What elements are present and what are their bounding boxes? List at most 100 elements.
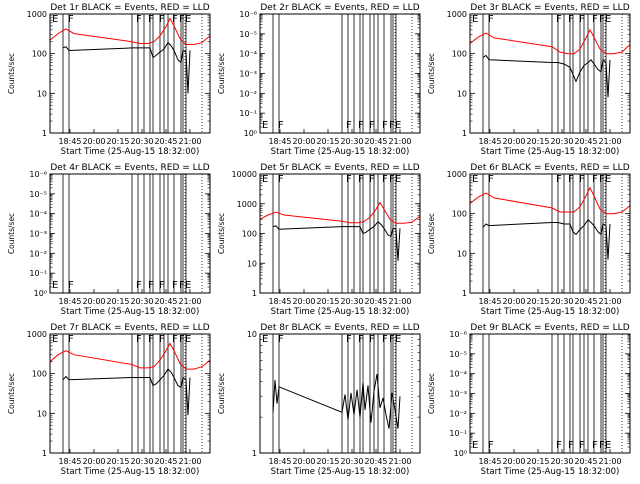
flag-letter: E (605, 440, 611, 451)
x-tick-label: 20:45 (574, 297, 597, 306)
x-tick-label: 20:30 (550, 457, 573, 466)
y-tick-label: 10⁻¹ (239, 109, 257, 118)
series-line-events-black (482, 54, 611, 98)
y-tick-label: 1 (462, 129, 467, 138)
flag-letter: F (278, 120, 284, 131)
flag-letter: E (185, 334, 191, 345)
x-tick-label: 20:30 (130, 297, 153, 306)
flag-letter: F (278, 334, 284, 345)
flag-letter: F (568, 14, 574, 25)
y-tick-label: 10⁻³ (239, 70, 257, 79)
flag-letter: F (346, 120, 352, 131)
x-tick-label: 20:15 (106, 137, 129, 146)
x-tick-label: 20:15 (106, 297, 129, 306)
y-tick-label: 10⁻⁶ (29, 170, 47, 179)
x-tick-label: 18:45 (478, 297, 501, 306)
y-axis-label: Counts/sec (7, 213, 16, 254)
series-line-lld-red (49, 17, 211, 45)
x-tick-label: 20:30 (340, 297, 363, 306)
plot-frame (259, 333, 421, 454)
x-tick-label: 21:00 (388, 457, 411, 466)
x-tick-label: 20:45 (364, 297, 387, 306)
flag-letter: F (599, 14, 605, 25)
y-tick-label: 1 (252, 289, 257, 298)
y-tick-label: 1 (252, 449, 257, 458)
flag-letter: E (52, 14, 58, 25)
x-tick-label: 20:15 (526, 137, 549, 146)
flag-letter: E (472, 174, 478, 185)
y-tick-label: 100 (242, 230, 257, 239)
flag-letter: F (382, 120, 388, 131)
flag-letter: F (599, 174, 605, 185)
y-tick-label: 10⁻² (449, 409, 467, 418)
flag-letter: E (262, 334, 268, 345)
flag-letter: F (369, 174, 375, 185)
flag-letter: F (68, 334, 74, 345)
y-axis-label: Counts/sec (7, 53, 16, 94)
y-tick-label: 10⁻⁵ (449, 350, 467, 359)
flag-letter: E (185, 280, 191, 291)
x-tick-label: 20:30 (130, 137, 153, 146)
flag-letter: F (136, 14, 142, 25)
y-tick-label: 10⁻¹ (449, 429, 467, 438)
x-axis-label: Start Time (25-Aug-15 18:32:00) (61, 147, 200, 157)
x-tick-label: 20:45 (154, 297, 177, 306)
flag-letter: F (159, 334, 165, 345)
flag-letter: F (369, 334, 375, 345)
chart-title: Det 9r BLACK = Events, RED = LLD (470, 323, 629, 333)
x-tick-label: 21:00 (178, 457, 201, 466)
y-tick-label: 10⁻¹ (29, 269, 47, 278)
x-axis-label: Start Time (25-Aug-15 18:32:00) (271, 467, 410, 477)
x-tick-label: 20:00 (82, 297, 105, 306)
flag-letter: F (488, 14, 494, 25)
flag-letter: F (136, 280, 142, 291)
y-tick-label: 10⁰ (244, 129, 257, 138)
x-axis-label: Start Time (25-Aug-15 18:32:00) (271, 307, 410, 317)
flag-letter: F (159, 14, 165, 25)
x-tick-label: 20:15 (316, 457, 339, 466)
flag-letter: F (179, 14, 185, 25)
flag-letter: E (52, 280, 58, 291)
x-tick-label: 21:00 (598, 137, 621, 146)
flag-letter: F (358, 120, 364, 131)
y-tick-label: 10⁻⁶ (239, 10, 257, 19)
series-line-events-black (62, 41, 191, 94)
flag-letter: F (592, 440, 598, 451)
y-tick-label: 10⁻⁴ (29, 210, 47, 219)
y-tick-label: 10 (457, 249, 467, 258)
flag-letter: F (148, 280, 154, 291)
y-tick-label: 10⁻² (29, 249, 47, 258)
x-tick-label: 20:15 (316, 137, 339, 146)
x-tick-label: 20:45 (574, 137, 597, 146)
y-axis-label: Counts/sec (217, 53, 226, 94)
flag-letter: F (179, 280, 185, 291)
flag-letter: F (389, 120, 395, 131)
flag-letter: F (159, 280, 165, 291)
y-tick-label: 10000 (232, 170, 257, 179)
x-tick-label: 18:45 (58, 297, 81, 306)
x-tick-label: 20:15 (526, 297, 549, 306)
y-tick-label: 1 (42, 129, 47, 138)
flag-letter: F (136, 334, 142, 345)
x-axis-label: Start Time (25-Aug-15 18:32:00) (481, 467, 620, 477)
flag-letter: F (488, 440, 494, 451)
y-tick-label: 10⁻³ (449, 390, 467, 399)
flag-letter: E (395, 174, 401, 185)
chart-title: Det 1r BLACK = Events, RED = LLD (50, 3, 209, 13)
y-tick-label: 1000 (237, 200, 257, 209)
flag-letter: F (172, 334, 178, 345)
x-tick-label: 20:00 (82, 137, 105, 146)
flag-letter: F (346, 334, 352, 345)
chart-title: Det 5r BLACK = Events, RED = LLD (260, 163, 419, 173)
x-tick-label: 20:30 (340, 137, 363, 146)
y-tick-label: 10⁻⁶ (449, 330, 467, 339)
x-tick-label: 21:00 (388, 137, 411, 146)
series-line-events-black (482, 219, 611, 260)
x-tick-label: 20:45 (154, 137, 177, 146)
flag-letter: F (488, 174, 494, 185)
series-line-lld-red (259, 201, 421, 224)
